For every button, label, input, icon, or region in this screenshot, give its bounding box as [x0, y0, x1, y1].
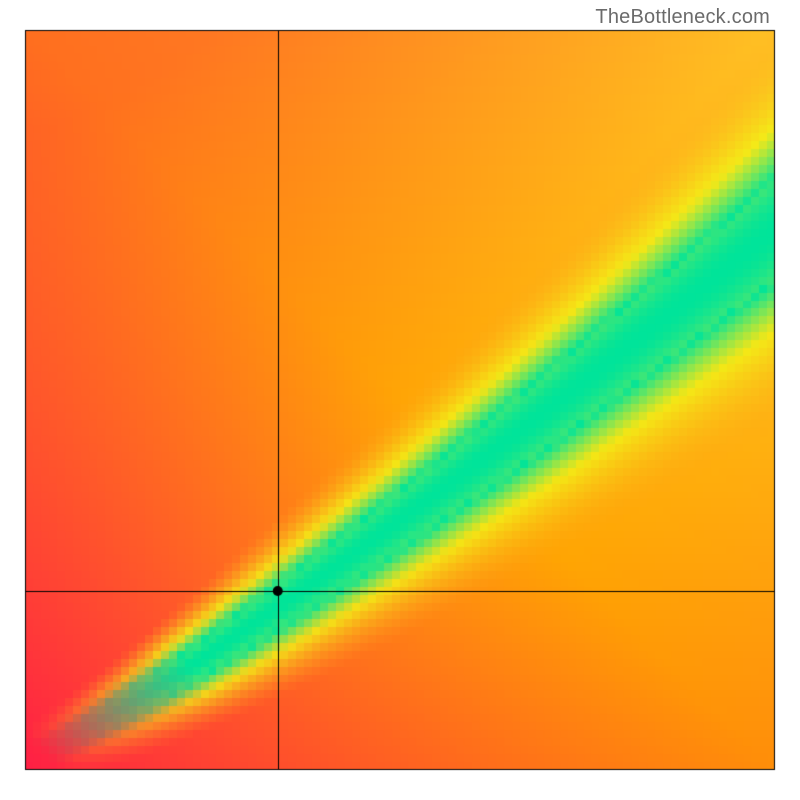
chart-container: TheBottleneck.com [0, 0, 800, 800]
bottleneck-heatmap-canvas [0, 0, 800, 800]
watermark-text: TheBottleneck.com [595, 6, 770, 29]
